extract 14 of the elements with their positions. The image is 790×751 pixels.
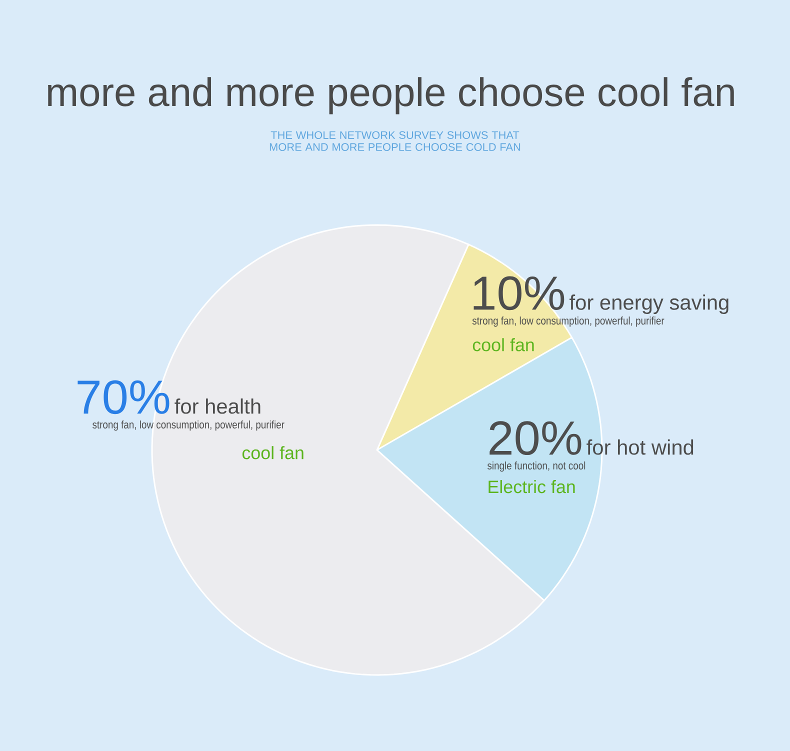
data-label: 20% — [490, 421, 582, 456]
text: strong fan, low consumption, powerful, purifier — [472, 316, 664, 327]
text: cool fan — [242, 446, 304, 460]
text: Electric fan — [488, 480, 575, 494]
text: cool fan — [472, 338, 534, 352]
chart-subtitle: THE WHOLE NETWORK SURVEY SHOWS THAT MORE AND MORE PEOPLE CHOOSE COLD FAN — [270, 131, 520, 151]
data-label: 10% — [474, 276, 564, 310]
slice-label: for health — [174, 398, 260, 414]
slice-label: for hot wind — [586, 439, 694, 455]
text: strong fan, low consumption, powerful, purifier — [92, 420, 284, 431]
text: single function, not cool — [487, 461, 586, 472]
data-label: 70% — [78, 380, 170, 414]
chart-title: more and more people choose cool fan — [48, 77, 734, 114]
slice-label: for energy saving — [570, 294, 728, 314]
